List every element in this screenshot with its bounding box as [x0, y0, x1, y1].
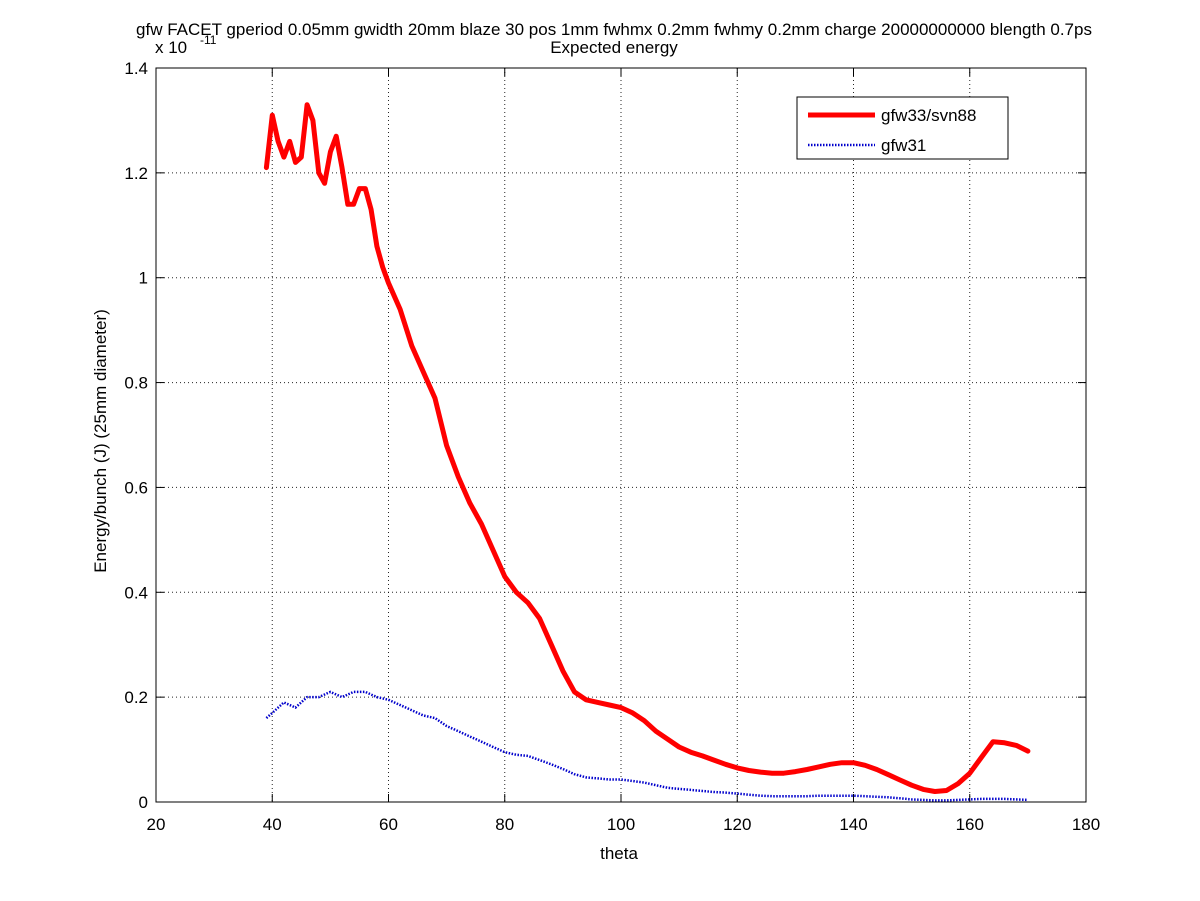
chart-title: gfw FACET gperiod 0.05mm gwidth 20mm bla… [136, 20, 1092, 39]
y-exponent-power: -11 [200, 33, 217, 47]
legend: gfw33/svn88 gfw31 [796, 96, 1009, 160]
legend-label-gfw31: gfw31 [881, 136, 926, 155]
x-tick-label: 140 [839, 815, 867, 834]
y-tick-label: 1.2 [124, 164, 148, 183]
series-line-gfw33-svn88 [263, 102, 1031, 794]
x-axis-label: theta [600, 844, 638, 863]
x-tick-label: 40 [263, 815, 282, 834]
chart-subtitle: Expected energy [550, 38, 678, 57]
y-exponent-base: x 10 [155, 38, 187, 57]
y-tick-labels: 0 0.2 0.4 0.6 0.8 1 1.2 1.4 [124, 59, 148, 812]
x-tick-label: 120 [723, 815, 751, 834]
legend-box [796, 96, 1009, 160]
grid-lines [156, 68, 1086, 802]
x-tick-label: 80 [495, 815, 514, 834]
x-tick-label: 60 [379, 815, 398, 834]
x-tick-label: 160 [956, 815, 984, 834]
plot-area [156, 68, 1086, 802]
x-tick-label: 180 [1072, 815, 1100, 834]
x-tick-labels: 20 40 60 80 100 120 140 160 180 [147, 815, 1101, 834]
series-layer [263, 102, 1031, 802]
y-tick-label: 0.8 [124, 374, 148, 393]
legend-label-gfw33: gfw33/svn88 [881, 106, 976, 125]
x-tick-label: 20 [147, 815, 166, 834]
y-tick-label: 0 [139, 793, 148, 812]
tick-marks [155, 67, 1087, 803]
series-line-gfw31 [265, 690, 1028, 802]
y-tick-label: 0.4 [124, 583, 148, 602]
y-tick-label: 0.2 [124, 688, 148, 707]
y-tick-label: 1.4 [124, 59, 148, 78]
x-tick-label: 100 [607, 815, 635, 834]
y-axis-label: Energy/bunch (J) (25mm diameter) [91, 309, 110, 573]
y-tick-label: 1 [139, 269, 148, 288]
y-tick-label: 0.6 [124, 478, 148, 497]
